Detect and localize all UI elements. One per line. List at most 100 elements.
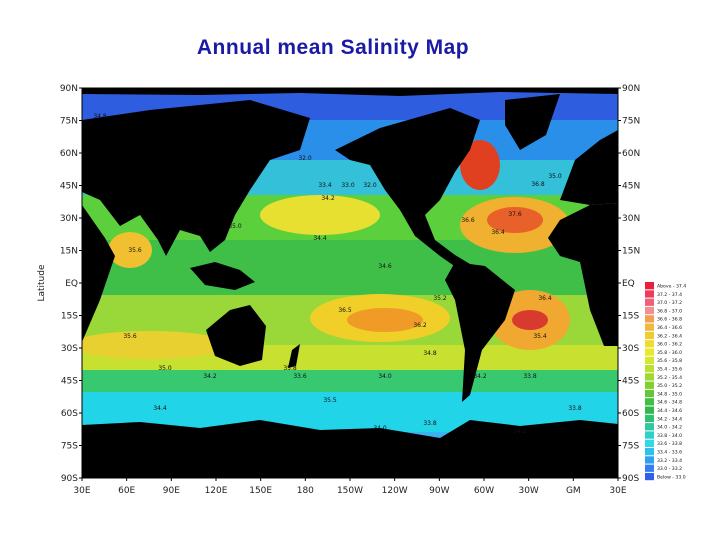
title: Annual mean Salinity Map bbox=[196, 36, 470, 59]
legend-swatch bbox=[645, 406, 654, 414]
map-body: 34.8 32.0 33.4 33.0 32.0 34.2 35.0 34.4 35.6 36.6… bbox=[82, 88, 618, 478]
contour-label: 34.6 bbox=[378, 263, 392, 270]
legend-swatch bbox=[645, 323, 654, 331]
north-america bbox=[335, 108, 480, 270]
new-zealand bbox=[288, 344, 300, 368]
salinity-zone bbox=[460, 140, 500, 190]
lon-tick-label: 30E bbox=[73, 486, 90, 496]
lon-tick-label: 60E bbox=[118, 486, 135, 496]
antarctica bbox=[82, 420, 618, 478]
legend-label: 33.4 - 33.6 bbox=[657, 450, 682, 456]
lon-tick-label: 180 bbox=[297, 486, 314, 496]
contour-label: 36.4 bbox=[538, 295, 552, 302]
contour-label: 36.2 bbox=[413, 322, 427, 329]
contour-label: 36.5 bbox=[338, 307, 352, 314]
lon-tick-label: 150E bbox=[249, 486, 272, 496]
legend-swatch bbox=[645, 431, 654, 439]
salinity-zone bbox=[347, 308, 423, 332]
lat-tick-label: 30N bbox=[622, 214, 640, 224]
legend-label: 33.8 - 34.0 bbox=[657, 433, 682, 439]
lon-tick-label: 150W bbox=[337, 486, 363, 496]
legend-swatch bbox=[645, 389, 654, 398]
legend-label: 35.8 - 36.0 bbox=[657, 350, 682, 356]
legend-swatch bbox=[645, 331, 654, 340]
contour-label: 34.0 bbox=[378, 373, 392, 380]
contour-label: 36.4 bbox=[491, 229, 505, 236]
lon-tick-label: 120E bbox=[205, 486, 228, 496]
legend-label: 36.4 - 36.6 bbox=[657, 325, 682, 331]
lon-tick-label: 60W bbox=[474, 486, 494, 496]
contour-label: 35.6 bbox=[123, 333, 137, 340]
legend-label: 36.8 - 37.0 bbox=[657, 308, 682, 314]
south-america bbox=[445, 262, 515, 402]
lat-tick-label: 45S bbox=[61, 377, 78, 387]
legend-swatch bbox=[645, 456, 654, 464]
contour-label: 35.8 bbox=[283, 365, 297, 372]
contour-label: 35.4 bbox=[533, 333, 547, 340]
contour-label: 34.2 bbox=[203, 373, 217, 380]
y-axis-label: Latitude bbox=[37, 264, 47, 302]
lat-tick-label: 15N bbox=[622, 247, 640, 257]
ocean-band bbox=[82, 370, 618, 392]
lat-tick-label: 75N bbox=[60, 117, 78, 127]
salinity-zone bbox=[512, 310, 548, 330]
lon-tick-label: 120W bbox=[382, 486, 408, 496]
contour-label: 34.2 bbox=[513, 428, 527, 435]
legend-label: 34.4 - 34.6 bbox=[657, 408, 682, 414]
africa-east bbox=[82, 205, 115, 342]
contour-label: 33.4 bbox=[318, 182, 332, 189]
legend-swatch bbox=[645, 356, 654, 364]
contour-label: 34.0 bbox=[373, 425, 387, 432]
legend-swatch bbox=[645, 472, 654, 481]
legend-swatch bbox=[645, 373, 654, 381]
lat-tick-label: 90S bbox=[622, 474, 639, 484]
contour-label: 35.5 bbox=[323, 397, 337, 404]
contour-label: 34.4 bbox=[313, 235, 327, 242]
africa-west bbox=[548, 203, 618, 346]
contour-label: 33.8 bbox=[568, 405, 582, 412]
europe bbox=[560, 130, 618, 205]
lat-tick-label: 90N bbox=[622, 84, 640, 94]
lat-tick-label: 60S bbox=[61, 409, 78, 419]
contour-label: 36.8 bbox=[531, 181, 545, 188]
legend-label: 36.2 - 36.4 bbox=[657, 333, 682, 339]
legend-label: 33.2 - 33.4 bbox=[657, 458, 682, 464]
legend-label: 34.6 - 34.8 bbox=[657, 400, 682, 406]
contour-label: 34.2 bbox=[473, 373, 487, 380]
legend-label: 35.0 - 35.2 bbox=[657, 383, 682, 389]
legend-label: 34.0 - 34.2 bbox=[657, 425, 682, 431]
contour-label: 35.0 bbox=[158, 365, 172, 372]
legend-swatch bbox=[645, 423, 654, 431]
legend-swatch bbox=[645, 414, 654, 423]
contour-label: 33.8 bbox=[423, 420, 437, 427]
salinity-zone bbox=[487, 207, 543, 233]
greenland bbox=[505, 94, 560, 150]
legend-label: Above - 37.4 bbox=[657, 284, 686, 290]
indonesia bbox=[190, 262, 255, 290]
lat-tick-label: 15S bbox=[61, 312, 78, 322]
contour-label: 35.0 bbox=[228, 223, 242, 230]
contour-label: 34.4 bbox=[153, 405, 167, 412]
legend-swatch bbox=[645, 290, 654, 298]
legend-label: 33.0 - 33.2 bbox=[657, 466, 682, 472]
contour-label: 33.6 bbox=[293, 373, 307, 380]
lat-tick-label: 60S bbox=[622, 409, 639, 419]
legend-swatch bbox=[645, 282, 654, 290]
legend-swatch bbox=[645, 298, 654, 306]
legend-label: 35.4 - 35.6 bbox=[657, 367, 682, 373]
contour-label: 34.8 bbox=[93, 113, 107, 120]
lat-tick-label: 75S bbox=[622, 442, 639, 452]
legend-label: 34.2 - 34.4 bbox=[657, 416, 682, 422]
lat-tick-label: 90N bbox=[60, 84, 78, 94]
legend-label: 35.6 - 35.8 bbox=[657, 358, 682, 364]
lat-tick-label: 75S bbox=[61, 442, 78, 452]
lat-tick-label: 45N bbox=[622, 182, 640, 192]
lat-tick-label: 30S bbox=[622, 344, 639, 354]
lat-tick-label: 30N bbox=[60, 214, 78, 224]
lat-tick-label: 30S bbox=[61, 344, 78, 354]
contour-label: 33.0 bbox=[341, 182, 355, 189]
legend-label: 37.0 - 37.2 bbox=[657, 300, 682, 306]
contour-label: 36.6 bbox=[461, 217, 475, 224]
legend-swatch bbox=[645, 348, 654, 356]
